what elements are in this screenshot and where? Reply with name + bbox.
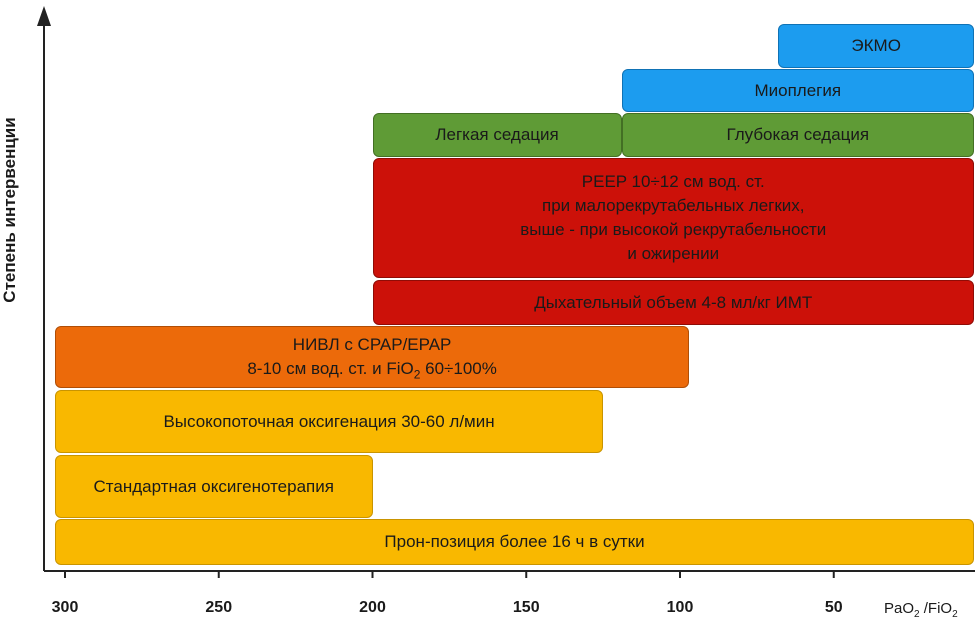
x-axis-ticks — [64, 571, 835, 578]
bar-label-myoplegia: Миоплегия — [754, 80, 842, 100]
bar-myoplegia: Миоплегия — [621, 69, 974, 112]
x-axis-label: PaO2 /FiO2 — [884, 600, 958, 620]
bar-label-niv: НИВЛ с CPAP/EPAP 8-10 см вод. ст. и FiO2 … — [247, 335, 497, 382]
bar-label-standard-oxygen: Стандартная оксигенотерапия — [93, 476, 334, 496]
bar-niv: НИВЛ с CPAP/EPAP 8-10 см вод. ст. и FiO2 … — [55, 326, 690, 388]
bar-label-tidal-volume: Дыхательный объем 4-8 мл/кг ИМТ — [534, 292, 813, 312]
bar-ecmo: ЭКМО — [778, 24, 974, 68]
x-tick-label-100: 100 — [666, 599, 694, 616]
x-tick-label-200: 200 — [359, 599, 386, 616]
x-tick-label-300: 300 — [51, 599, 79, 616]
bar-tidal-volume: Дыхательный объем 4-8 мл/кг ИМТ — [372, 280, 974, 325]
bar-label-high-flow: Высокопоточная оксигенация 30-60 л/мин — [163, 411, 495, 431]
bar-label-deep-sedation: Глубокая седация — [726, 125, 870, 144]
bar-label-peep: PEEP 10÷12 см вод. ст. при малорекрутабе… — [520, 172, 827, 263]
bar-label-ecmo: ЭКМО — [851, 36, 901, 55]
bar-prone: Прон-позиция более 16 ч в сутки — [55, 519, 974, 565]
bar-peep: PEEP 10÷12 см вод. ст. при малорекрутабе… — [372, 158, 974, 278]
bar-standard-oxygen: Стандартная оксигенотерапия — [55, 455, 373, 518]
x-tick-label-250: 250 — [205, 599, 233, 616]
bar-high-flow: Высокопоточная оксигенация 30-60 л/мин — [55, 390, 604, 453]
x-tick-label-50: 50 — [824, 599, 843, 616]
bar-deep-sedation: Глубокая седация — [621, 113, 974, 157]
bar-label-light-sedation: Легкая седация — [435, 125, 559, 144]
bar-light-sedation: Легкая седация — [372, 113, 622, 157]
y-axis-arrow — [37, 6, 51, 26]
bar-label-prone: Прон-позиция более 16 ч в сутки — [384, 532, 645, 551]
x-tick-label-150: 150 — [512, 599, 540, 616]
